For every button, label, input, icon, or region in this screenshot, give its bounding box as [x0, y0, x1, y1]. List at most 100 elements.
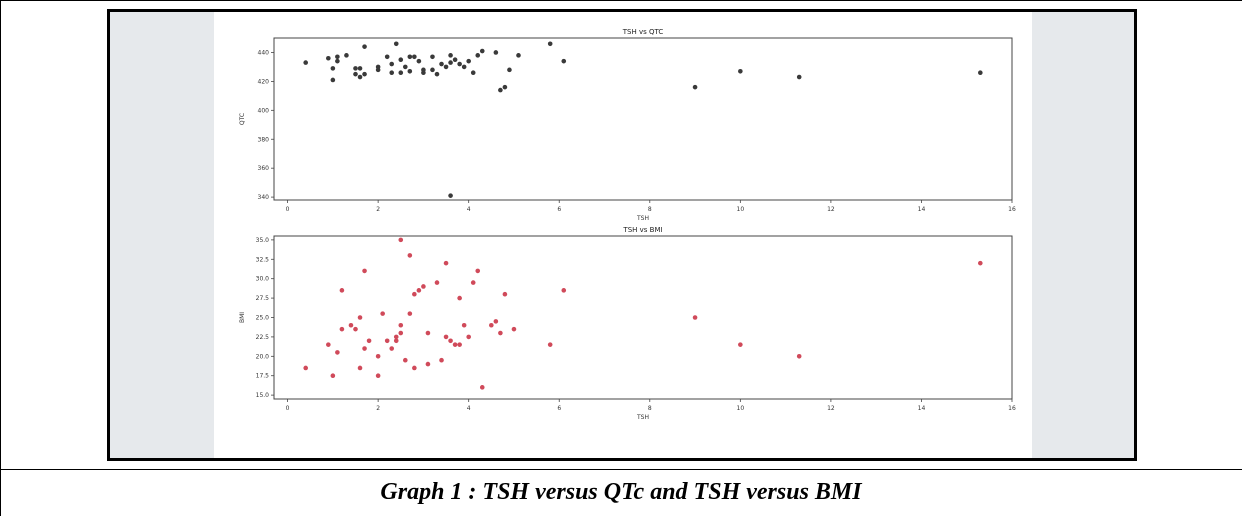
bmi-x-tick-label: 0 [286, 405, 290, 412]
bmi-data-point [561, 288, 566, 293]
bmi-data-point [475, 269, 480, 274]
table-left-border [0, 0, 1, 516]
qtc-y-tick-label: 400 [258, 107, 270, 114]
qtc-data-point [408, 55, 413, 60]
qtc-data-point [475, 53, 480, 58]
bmi-data-point [398, 331, 403, 336]
bmi-data-point [353, 327, 358, 332]
bmi-data-point [358, 366, 363, 371]
bmi-plot: TSH vs BMI0 2 4 6 8 10 12 14 1615.017.520.022.52… [239, 226, 1016, 421]
bmi-x-tick-label: 2 [376, 405, 380, 412]
bmi-data-point [340, 288, 345, 293]
bmi-y-tick-label: 32.5 [256, 256, 270, 263]
bmi-plot-area [274, 236, 1012, 399]
qtc-x-tick-label: 10 [737, 206, 745, 213]
bmi-data-point [403, 358, 408, 363]
qtc-data-point [978, 70, 983, 75]
qtc-data-point [421, 70, 426, 75]
bmi-data-point [412, 366, 417, 371]
bmi-y-tick-label: 27.5 [256, 295, 270, 302]
qtc-x-tick-label: 6 [557, 206, 561, 213]
bmi-data-point [417, 288, 422, 293]
qtc-x-tick-label: 8 [648, 206, 652, 213]
bmi-y-tick-label: 22.5 [256, 334, 270, 341]
bmi-y-tick-label: 30.0 [256, 276, 270, 283]
qtc-y-tick-label: 420 [258, 78, 270, 85]
qtc-x-tick-label: 0 [286, 206, 290, 213]
bmi-y-tick-label: 35.0 [256, 237, 270, 244]
figure-frame: TSH vs QTC 0 2 4 6 8 10 12 14 16 340 360 380 400 420 44… [107, 9, 1137, 461]
bmi-data-point [693, 315, 698, 320]
qtc-y-tick-label: 440 [258, 49, 270, 56]
qtc-data-point [471, 70, 476, 75]
table-row-divider [0, 469, 1242, 470]
bmi-y-tick-label: 25.0 [256, 315, 270, 322]
bmi-data-point [358, 315, 363, 320]
bmi-data-point [503, 292, 508, 297]
qtc-x-axis-label: TSH [636, 215, 649, 222]
bmi-data-point [448, 338, 453, 343]
qtc-data-point [398, 70, 403, 75]
qtc-data-point [362, 72, 367, 77]
bmi-y-tick-label: 20.0 [256, 353, 270, 360]
qtc-x-tick-label: 12 [827, 206, 835, 213]
qtc-x-tick-label: 2 [376, 206, 380, 213]
qtc-data-point [448, 60, 453, 65]
bmi-data-point [426, 331, 431, 336]
bmi-data-point [797, 354, 802, 359]
bmi-data-point [394, 338, 399, 343]
qtc-data-point [693, 85, 698, 90]
bmi-data-point [389, 346, 394, 351]
table-top-border [0, 0, 1242, 1]
qtc-data-point [439, 62, 444, 67]
bmi-data-point [385, 338, 390, 343]
qtc-data-point [353, 66, 358, 71]
qtc-data-point [417, 59, 422, 64]
qtc-data-point [498, 88, 503, 93]
qtc-data-point [444, 65, 449, 70]
qtc-data-point [430, 55, 435, 60]
bmi-data-point [457, 342, 462, 347]
qtc-data-point [738, 69, 743, 74]
bmi-data-point [335, 350, 340, 355]
qtc-data-point [448, 193, 453, 198]
bmi-data-point [408, 253, 413, 258]
bmi-x-tick-label: 16 [1008, 405, 1016, 412]
bmi-x-tick-label: 10 [737, 405, 745, 412]
bmi-x-tick-label: 4 [467, 405, 471, 412]
qtc-data-point [394, 41, 399, 46]
qtc-data-point [462, 65, 467, 70]
bmi-data-point [426, 362, 431, 367]
bmi-data-point [439, 358, 444, 363]
bmi-data-point [380, 311, 385, 316]
qtc-data-point [457, 62, 462, 67]
qtc-plot: TSH vs QTC0 2 4 6 8 10 12 14 1634036038040042044… [239, 28, 1016, 222]
bmi-x-tick-label: 8 [648, 405, 652, 412]
bmi-x-axis-label: TSH [636, 414, 649, 421]
bmi-data-point [480, 385, 485, 390]
bmi-data-point [340, 327, 345, 332]
qtc-chart-title: TSH vs QTC [622, 28, 664, 36]
qtc-data-point [335, 55, 340, 60]
qtc-data-point [398, 57, 403, 62]
bmi-data-point [421, 284, 426, 289]
bmi-data-point [376, 373, 381, 378]
qtc-data-point [385, 55, 390, 60]
qtc-data-point [453, 57, 458, 62]
bmi-data-point [512, 327, 517, 332]
bmi-data-point [978, 261, 983, 266]
qtc-data-point [303, 60, 308, 65]
qtc-y-axis-label: QTC [239, 113, 246, 125]
qtc-x-tick-label: 16 [1008, 206, 1016, 213]
qtc-y-tick-label: 340 [258, 194, 270, 201]
qtc-data-point [389, 70, 394, 75]
bmi-data-point [457, 296, 462, 301]
qtc-data-point [507, 68, 512, 73]
bmi-x-tick-label: 14 [918, 405, 926, 412]
qtc-data-point [548, 41, 553, 46]
bmi-data-point [331, 373, 336, 378]
bmi-data-point [453, 342, 458, 347]
qtc-data-point [561, 59, 566, 64]
qtc-data-point [331, 78, 336, 83]
bmi-data-point [466, 335, 471, 340]
